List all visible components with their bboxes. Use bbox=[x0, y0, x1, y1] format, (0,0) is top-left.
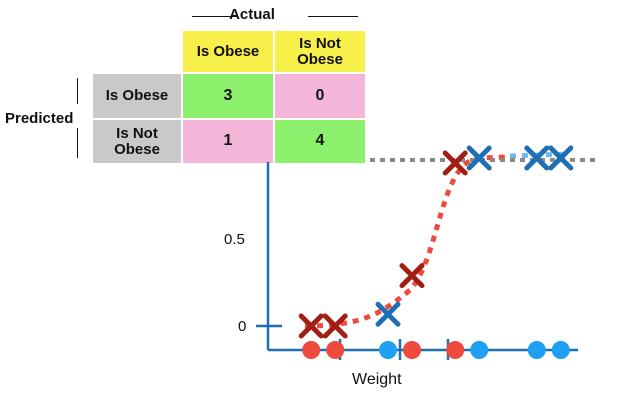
predicted-rule-bottom bbox=[77, 128, 78, 158]
cell-true-positive: 3 bbox=[182, 73, 274, 119]
col-header-is-obese: Is Obese bbox=[182, 30, 274, 73]
y-tick-label-0: 0 bbox=[238, 318, 246, 335]
obese-dot bbox=[326, 341, 345, 359]
obese-x-marker bbox=[442, 150, 468, 176]
not-obese-x-marker bbox=[548, 145, 574, 171]
predicted-label: Predicted bbox=[5, 110, 74, 127]
actual-rule-left bbox=[192, 16, 238, 17]
sigmoid-curve bbox=[304, 154, 511, 329]
cell-false-negative: 1 bbox=[182, 119, 274, 164]
obese-x-marker bbox=[298, 313, 324, 339]
x-axis-label: Weight bbox=[352, 371, 402, 388]
row-header-is-not-obese: Is Not Obese bbox=[92, 119, 182, 164]
obese-x-marker bbox=[322, 313, 348, 339]
actual-label: Actual bbox=[229, 6, 275, 23]
cell-true-negative: 4 bbox=[274, 119, 366, 164]
y-tick-label-0-5: 0.5 bbox=[224, 231, 245, 248]
x-markers bbox=[298, 145, 574, 339]
cell-false-positive: 0 bbox=[274, 73, 366, 119]
row-header-is-obese: Is Obese bbox=[92, 73, 182, 119]
not-obese-x-marker bbox=[375, 301, 401, 327]
obese-x-marker bbox=[399, 263, 425, 289]
not-obese-dot bbox=[470, 341, 489, 359]
not-obese-dot bbox=[379, 341, 397, 359]
not-obese-x-marker bbox=[466, 145, 492, 171]
obese-dot bbox=[446, 341, 465, 359]
obese-dot bbox=[302, 341, 321, 359]
predicted-rule-top bbox=[77, 78, 78, 104]
actual-rule-right bbox=[308, 16, 358, 17]
obese-dot bbox=[403, 341, 421, 359]
not-obese-dot bbox=[551, 341, 570, 359]
data-dots bbox=[302, 341, 570, 359]
not-obese-dot bbox=[527, 341, 546, 359]
col-header-is-not-obese: Is Not Obese bbox=[274, 30, 366, 73]
not-obese-x-marker bbox=[524, 145, 550, 171]
